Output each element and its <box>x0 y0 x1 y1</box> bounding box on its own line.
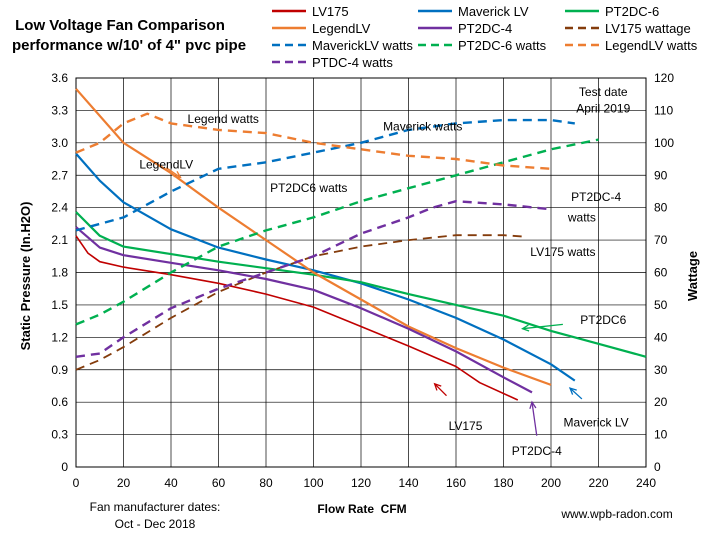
y-tick-label: 3.6 <box>51 71 68 85</box>
manufacturer-dates-line-2: Oct - Dec 2018 <box>115 517 196 531</box>
series-line-pt2dc-6 <box>75 211 647 358</box>
pt2dc6-label: PT2DC6 <box>580 313 626 327</box>
series-line-legendlv <box>75 88 552 386</box>
y2-tick-label: 110 <box>654 103 673 117</box>
series-line-lv175 <box>75 235 519 401</box>
series-lines <box>75 88 647 401</box>
lv175-watts-label: LV175 watts <box>530 245 595 259</box>
y2-tick-label: 60 <box>654 266 668 280</box>
x-tick-label: 100 <box>303 476 323 490</box>
y2-tick-label: 0 <box>654 460 661 474</box>
legend-label: PTDC-4 watts <box>312 55 393 70</box>
chart-title: Low Voltage Fan Comparison performance w… <box>12 17 246 54</box>
legendlv-label: LegendLV <box>139 157 193 171</box>
chart-title-line-2: performance w/10' of 4" pvc pipe <box>12 37 246 54</box>
pt2dc4-watts-label-2: watts <box>567 210 596 224</box>
y-tick-label: 0.6 <box>51 395 68 409</box>
x-tick-label: 120 <box>351 476 371 490</box>
x-tick-label: 20 <box>117 476 131 490</box>
legend-label: MaverickLV watts <box>312 38 413 53</box>
series-line-ptdc-4-watts <box>75 199 552 358</box>
legend-label: PT2DC-4 <box>458 21 512 36</box>
legend-label: LegendLV <box>312 21 371 36</box>
y-tick-label: 3.3 <box>51 103 68 117</box>
y-axis-label: Static Pressure (In.H2O) <box>18 202 33 351</box>
x-tick-label: 220 <box>588 476 608 490</box>
pt2dc6-watts-label: PT2DC6 watts <box>270 181 347 195</box>
y-axis-ticks: 0 0.3 0.6 0.9 1.2 1.5 1.8 2.1 2.4 2.7 3.0 3.3 3.6 <box>51 71 68 474</box>
legend-label: Maverick LV <box>458 4 529 19</box>
series-line-lv175-wattage <box>75 234 528 371</box>
lv175-label: LV175 <box>449 419 483 433</box>
y-tick-label: 2.7 <box>51 168 68 182</box>
y2-tick-label: 30 <box>654 363 668 377</box>
y2-axis-label: Wattage <box>685 251 700 301</box>
x-tick-label: 40 <box>164 476 178 490</box>
y-tick-label: 2.4 <box>51 201 68 215</box>
plot-area-frame <box>75 77 647 468</box>
y-tick-label: 0.3 <box>51 428 68 442</box>
y2-tick-label: 50 <box>654 298 668 312</box>
y2-tick-label: 120 <box>654 71 674 85</box>
y-tick-label: 3.0 <box>51 136 68 150</box>
y2-tick-label: 70 <box>654 233 668 247</box>
legendlv-arrow <box>165 167 182 179</box>
x-tick-label: 160 <box>446 476 466 490</box>
x-tick-label: 180 <box>493 476 513 490</box>
chart-title-line-1: Low Voltage Fan Comparison <box>15 17 225 34</box>
legend-watts-label: Legend watts <box>188 112 259 126</box>
series-line-pt2dc-4 <box>75 226 533 394</box>
y-tick-label: 2.1 <box>51 233 68 247</box>
legend-label: LegendLV watts <box>605 38 698 53</box>
series-line-maverick-lv <box>75 152 576 382</box>
lv175-arrow <box>433 382 447 397</box>
pt2dc6-arrow <box>521 323 563 332</box>
maverick-lv-arrow <box>568 387 583 400</box>
y-tick-label: 1.2 <box>51 330 68 344</box>
x-axis-ticks: 0 20 40 60 80 100 120 140 160 180 200 220 240 <box>73 476 657 490</box>
x-tick-label: 140 <box>398 476 418 490</box>
y-tick-label: 0 <box>61 460 68 474</box>
legend: LV175 Maverick LV PT2DC-6 LegendLV PT2DC-4 LV… <box>272 4 698 70</box>
maverick-watts-label: Maverick watts <box>383 120 462 134</box>
x-tick-label: 200 <box>541 476 561 490</box>
legend-label: PT2DC-6 watts <box>458 38 547 53</box>
y2-tick-label: 90 <box>654 168 668 182</box>
manufacturer-dates-line-1: Fan manufacturer dates: <box>90 500 221 514</box>
x-tick-label: 240 <box>636 476 656 490</box>
y2-tick-label: 80 <box>654 201 668 215</box>
y2-tick-label: 100 <box>654 136 674 150</box>
x-tick-label: 0 <box>73 476 80 490</box>
test-date-label: Test date <box>579 85 628 99</box>
series-line-pt2dc-6-watts <box>75 138 599 326</box>
y-tick-label: 0.9 <box>51 363 68 377</box>
pt2dc4-watts-label: PT2DC-4 <box>571 190 621 204</box>
legend-label: LV175 wattage <box>605 21 691 36</box>
x-tick-label: 80 <box>259 476 273 490</box>
x-axis-label: Flow Rate CFM <box>317 502 406 516</box>
series-line-legendlv-watts <box>75 112 552 170</box>
pt2dc4-label: PT2DC-4 <box>512 444 562 458</box>
y2-tick-label: 10 <box>654 428 668 442</box>
y-tick-label: 1.5 <box>51 298 68 312</box>
y2-tick-label: 20 <box>654 395 668 409</box>
y2-tick-label: 40 <box>654 330 668 344</box>
pt2dc4-arrow <box>529 400 538 436</box>
y-tick-label: 1.8 <box>51 266 68 280</box>
y2-axis-ticks: 0 10 20 30 40 50 60 70 80 90 100 110 120 <box>654 71 674 474</box>
series-line-mavericklv-watts <box>75 118 575 232</box>
april-label: April 2019 <box>576 101 630 115</box>
annotations: Legend watts Maverick watts Test date April… <box>139 85 630 458</box>
legend-label: PT2DC-6 <box>605 4 659 19</box>
legend-label: LV175 <box>312 4 349 19</box>
maverick-lv-label: Maverick LV <box>564 416 629 430</box>
x-tick-label: 60 <box>212 476 226 490</box>
annotation-arrows <box>165 167 583 436</box>
website-credit: www.wpb-radon.com <box>560 507 672 521</box>
